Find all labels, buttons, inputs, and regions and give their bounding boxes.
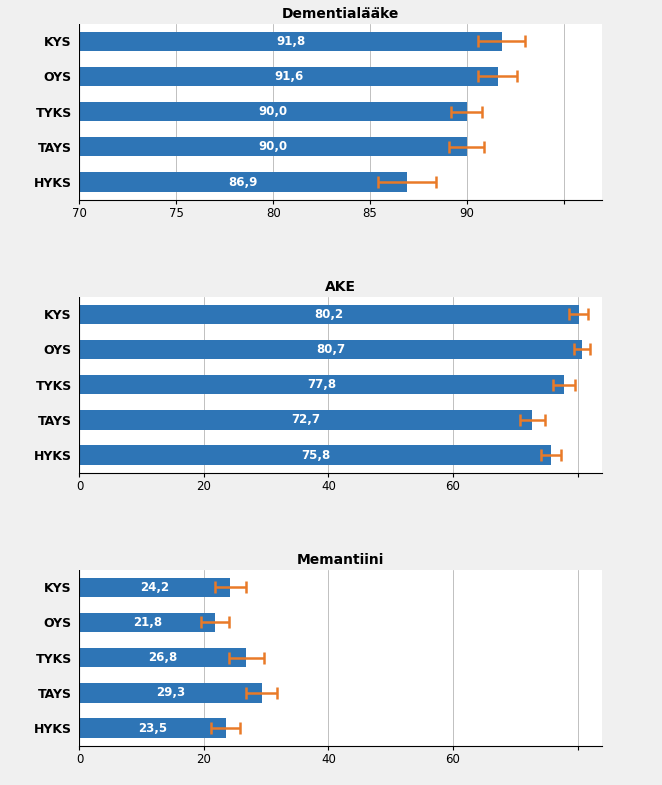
- Text: 77,8: 77,8: [307, 378, 336, 391]
- Text: 86,9: 86,9: [228, 176, 258, 188]
- Text: 72,7: 72,7: [291, 414, 320, 426]
- Text: 29,3: 29,3: [156, 686, 185, 699]
- Text: 21,8: 21,8: [133, 616, 162, 629]
- Text: 80,7: 80,7: [316, 343, 345, 356]
- Bar: [79, 102, 467, 122]
- Title: Memantiini: Memantiini: [297, 553, 385, 567]
- Bar: [79, 648, 246, 667]
- Bar: [79, 340, 582, 359]
- Text: 95 %: 95 %: [549, 402, 579, 415]
- Bar: [79, 613, 215, 632]
- Bar: [79, 411, 532, 429]
- Bar: [79, 31, 502, 51]
- Bar: [79, 173, 406, 192]
- Text: 24,2: 24,2: [140, 581, 169, 593]
- Bar: [79, 683, 262, 703]
- Text: 90,0: 90,0: [259, 141, 288, 153]
- Bar: [79, 375, 564, 394]
- Text: 26,8: 26,8: [148, 652, 177, 664]
- Bar: [79, 718, 226, 738]
- Text: 90,0: 90,0: [259, 105, 288, 118]
- Bar: [79, 445, 551, 465]
- Bar: [79, 578, 230, 597]
- Text: 91,6: 91,6: [274, 70, 303, 83]
- Bar: [79, 137, 467, 156]
- Text: 91,8: 91,8: [276, 35, 305, 48]
- Title: AKE: AKE: [326, 280, 356, 294]
- Text: 80,2: 80,2: [314, 308, 344, 321]
- Title: Dementialääke: Dementialääke: [282, 7, 400, 21]
- Text: 80 %: 80 %: [563, 675, 592, 688]
- Bar: [79, 67, 498, 86]
- Text: 23,5: 23,5: [138, 721, 167, 735]
- Bar: [79, 305, 579, 324]
- Text: 75,8: 75,8: [301, 448, 330, 462]
